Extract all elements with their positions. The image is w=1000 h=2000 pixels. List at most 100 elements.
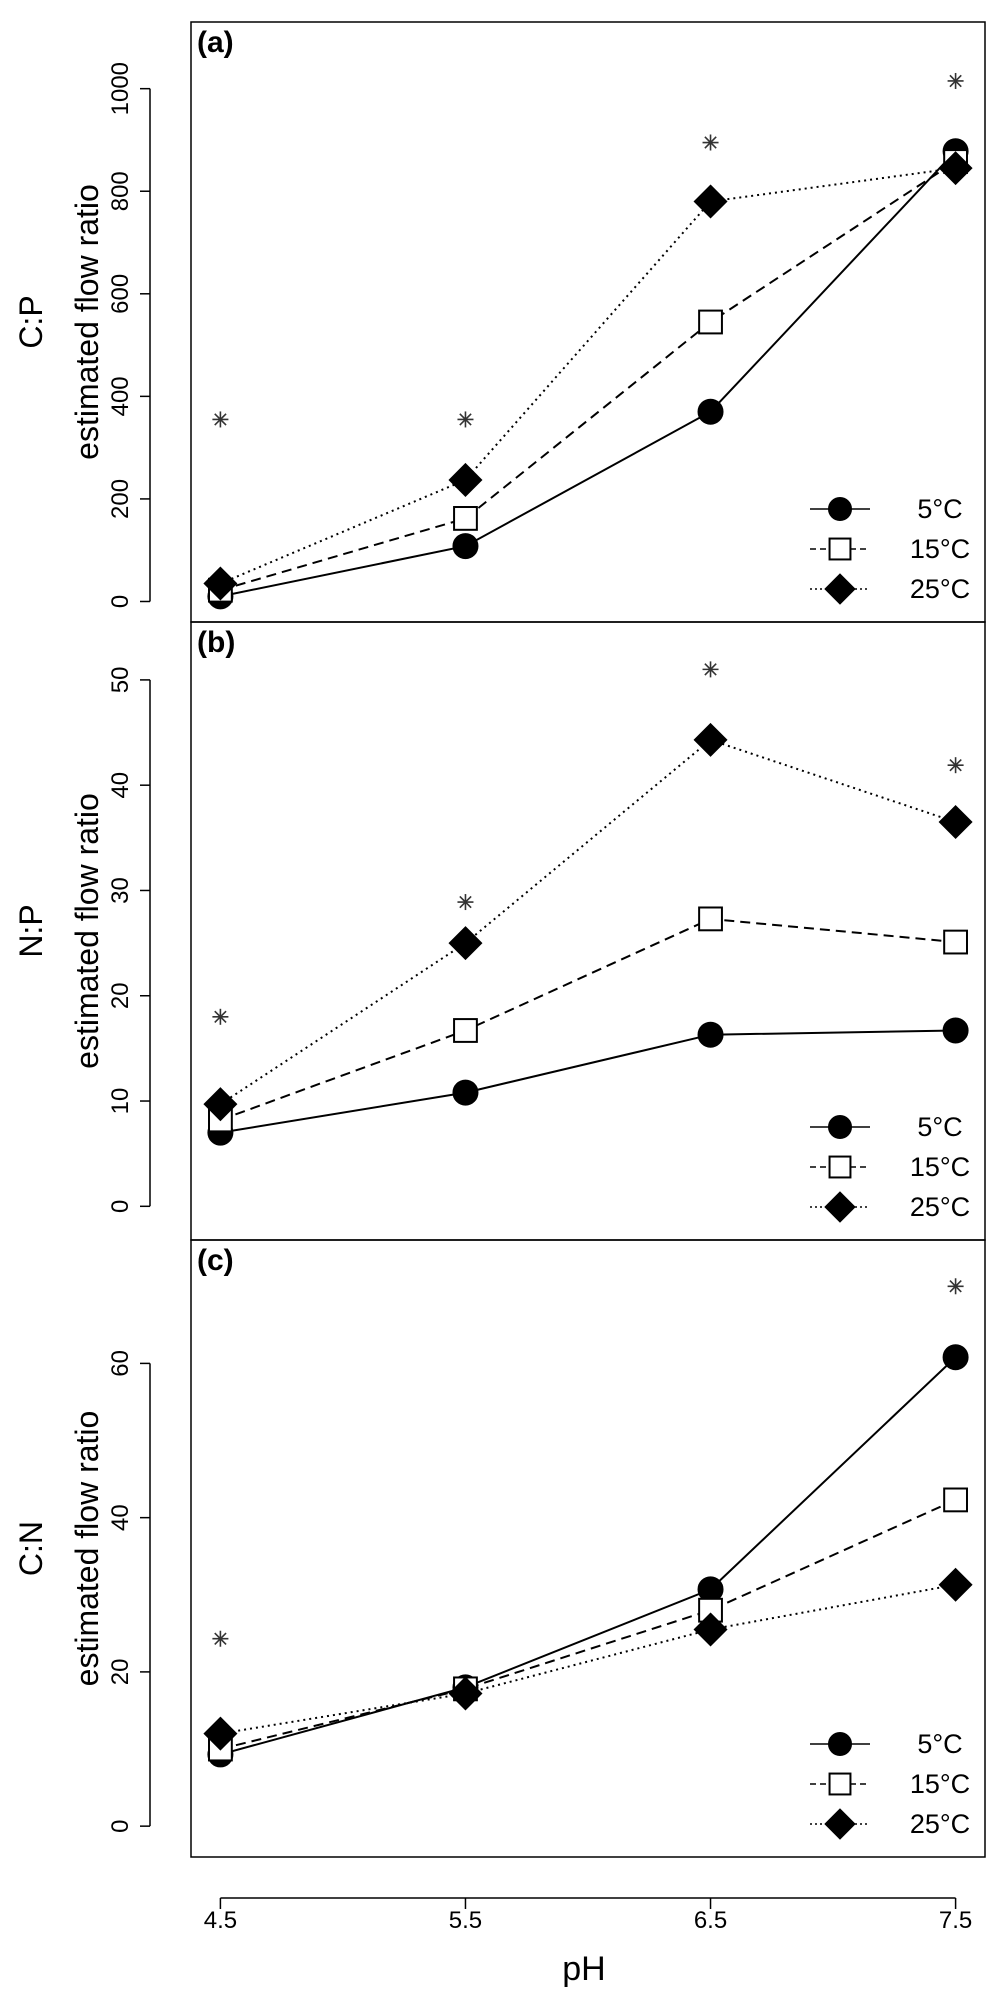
data-point [203, 1087, 238, 1122]
series-line-square [220, 917, 956, 1121]
y-tick-label: 50 [107, 667, 134, 694]
x-tick-label: 4.5 [204, 1907, 237, 1934]
legend-marker [824, 573, 856, 605]
significance-markers [212, 661, 964, 1025]
y-tick-label: 30 [107, 877, 134, 904]
panel-label: (a) [197, 26, 234, 59]
significance-markers [212, 1278, 964, 1647]
data-point [448, 462, 483, 497]
legend-label: 15°C [910, 1152, 970, 1182]
significance-star [947, 72, 964, 89]
significance-star [702, 134, 719, 151]
series-markers-diamond [203, 722, 973, 1122]
star-stroke [214, 1010, 227, 1024]
panel-a: (a) 0 200 400 600 800 1000 C:P estimated flow ra… [13, 21, 986, 623]
legend-marker [824, 1808, 856, 1840]
y-tick-label: 20 [107, 1659, 134, 1686]
x-tick-label: 5.5 [449, 1907, 482, 1934]
y-axis-ratio-label: C:N [13, 1521, 49, 1576]
significance-star [702, 661, 719, 678]
star-stroke [214, 413, 227, 426]
x-tick-label: 6.5 [694, 1907, 727, 1934]
legend-marker [824, 1191, 856, 1223]
y-tick-label: 40 [107, 772, 134, 799]
series-line-circle [220, 1356, 957, 1756]
data-point [448, 1676, 483, 1711]
y-axis: 0 20 40 60 [107, 1350, 151, 1833]
series-markers-diamond [203, 1567, 973, 1751]
data-point [448, 926, 483, 961]
series-markers-square [208, 906, 968, 1133]
series-line-circle [220, 1029, 956, 1134]
series-markers-circle [207, 1344, 969, 1768]
series-line-circle [220, 150, 957, 598]
star-stroke [704, 663, 717, 676]
y-tick-label: 40 [107, 1504, 134, 1531]
significance-star [212, 1008, 229, 1025]
legend-label: 5°C [917, 1112, 962, 1142]
plot-frame [190, 21, 986, 623]
data-point [698, 906, 723, 932]
x-tick-label: 7.5 [939, 1907, 972, 1934]
data-point [203, 1716, 238, 1751]
y-axis-label: estimated flow ratio [69, 184, 105, 460]
significance-markers [212, 72, 964, 428]
y-axis-ratio-label: C:P [13, 295, 49, 348]
data-point [942, 1344, 969, 1371]
panel-b: (b) 0 10 20 30 40 50 N:P estimated flow ratio 5°C… [13, 621, 986, 1241]
data-point [693, 184, 728, 219]
significance-star [457, 894, 474, 911]
data-point [693, 722, 728, 757]
data-point [698, 309, 723, 335]
significance-star [947, 757, 964, 774]
y-axis: 0 200 400 600 800 1000 [107, 62, 151, 608]
legend: 5°C 15°C 25°C [810, 494, 970, 605]
data-point [943, 1487, 968, 1513]
data-point [938, 805, 973, 840]
y-tick-label: 0 [107, 1819, 134, 1832]
legend-marker [828, 1155, 852, 1179]
star-stroke [459, 895, 472, 909]
star-stroke [704, 136, 717, 149]
data-point [697, 1576, 724, 1603]
panel-c: (c) 0 20 40 60 C:N estimated flow ratio 5°C 15°C… [13, 1239, 986, 1858]
data-point [693, 1612, 728, 1647]
series-markers-square [208, 149, 968, 603]
data-point [452, 533, 479, 560]
data-point [942, 1017, 969, 1044]
data-point [938, 1567, 973, 1602]
legend-marker [828, 1115, 852, 1139]
x-axis: pH 4.5 5.5 6.5 7.5 [204, 1897, 972, 1988]
y-axis-ratio-label: N:P [13, 904, 49, 957]
significance-star [212, 411, 229, 428]
x-axis-label: pH [562, 1950, 605, 1988]
series-line-diamond [220, 167, 956, 585]
panel-label: (b) [197, 626, 235, 659]
legend-label: 25°C [910, 574, 970, 604]
plot-frame [190, 621, 986, 1241]
y-tick-label: 10 [107, 1088, 134, 1115]
y-tick-label: 60 [107, 1350, 134, 1377]
legend-marker [828, 1732, 852, 1756]
y-axis: 0 10 20 30 40 50 [107, 667, 151, 1213]
legend-label: 15°C [910, 534, 970, 564]
y-tick-label: 20 [107, 982, 134, 1009]
y-tick-label: 800 [107, 171, 134, 211]
data-point [938, 151, 973, 186]
data-point [697, 1021, 724, 1048]
legend-label: 5°C [917, 494, 962, 524]
series-line-square [220, 1498, 957, 1750]
legend-marker [828, 1772, 852, 1796]
panel-label: (c) [197, 1244, 234, 1277]
legend: 5°C 15°C 25°C [810, 1112, 970, 1223]
data-point [697, 398, 724, 425]
y-tick-label: 0 [107, 1200, 134, 1213]
data-point [943, 929, 968, 955]
y-axis-label: estimated flow ratio [69, 793, 105, 1069]
series-markers-circle [207, 1017, 969, 1146]
y-tick-label: 200 [107, 479, 134, 519]
legend-label: 15°C [910, 1769, 970, 1799]
series-markers-circle [207, 138, 969, 610]
